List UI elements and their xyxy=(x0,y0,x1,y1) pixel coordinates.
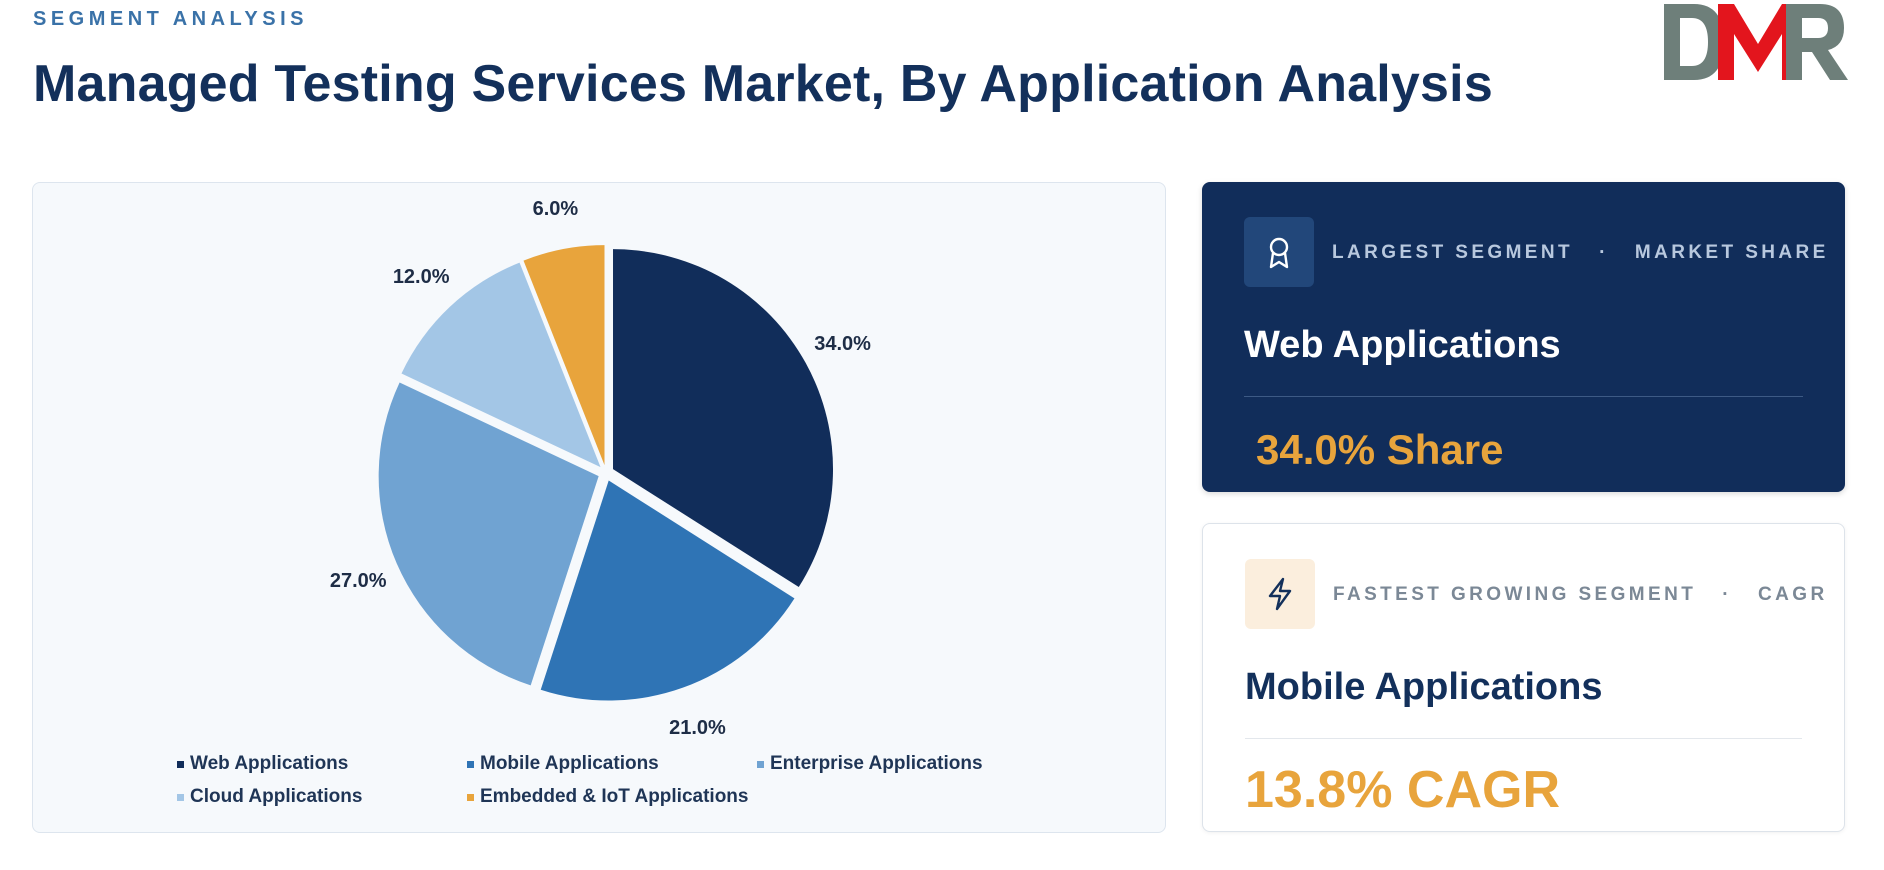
legend-item: Embedded & IoT Applications xyxy=(467,786,748,808)
pie-slice xyxy=(523,245,605,466)
pie-slice xyxy=(540,480,795,701)
pie-slice xyxy=(378,382,599,686)
divider xyxy=(1245,738,1802,739)
largest-segment-tag: LARGEST SEGMENT · MARKET SHARE xyxy=(1332,242,1829,263)
legend-item: Enterprise Applications xyxy=(757,753,983,775)
largest-segment-card: LARGEST SEGMENT · MARKET SHARE Web Appli… xyxy=(1202,182,1845,492)
award-ribbon-icon xyxy=(1244,217,1314,287)
legend-swatch xyxy=(467,793,474,801)
slice-label: 27.0% xyxy=(330,570,387,592)
largest-segment-name: Web Applications xyxy=(1244,324,1561,366)
dmr-logo xyxy=(1664,4,1848,80)
fastest-growing-name: Mobile Applications xyxy=(1245,666,1603,708)
legend-swatch xyxy=(467,760,474,768)
slice-label: 34.0% xyxy=(814,333,871,355)
slice-label: 6.0% xyxy=(533,198,579,220)
legend-label: Web Applications xyxy=(190,753,349,774)
section-eyebrow: SEGMENT ANALYSIS xyxy=(33,8,308,30)
legend-label: Cloud Applications xyxy=(190,786,363,807)
fastest-growing-card: FASTEST GROWING SEGMENT · CAGR Mobile Ap… xyxy=(1202,523,1845,832)
largest-segment-value: 34.0% Share xyxy=(1256,426,1504,473)
page-title: Managed Testing Services Market, By Appl… xyxy=(33,55,1493,113)
fastest-growing-value: 13.8% CAGR xyxy=(1245,761,1560,819)
legend-item: Mobile Applications xyxy=(467,753,659,775)
legend-label: Embedded & IoT Applications xyxy=(480,786,749,807)
pie-slice xyxy=(401,262,601,468)
chart-panel: 34.0% 21.0% 27.0% 12.0% 6.0% Web Application… xyxy=(32,182,1166,833)
legend-label: Mobile Applications xyxy=(480,753,659,774)
legend-swatch xyxy=(177,760,184,768)
pie-slice xyxy=(613,249,834,588)
divider xyxy=(1244,396,1803,397)
legend-swatch xyxy=(757,760,764,768)
legend-item: Web Applications xyxy=(177,753,348,775)
slice-label: 12.0% xyxy=(393,266,450,288)
legend-item: Cloud Applications xyxy=(177,786,362,808)
lightning-bolt-icon xyxy=(1245,559,1315,629)
slice-label: 21.0% xyxy=(669,717,726,739)
fastest-growing-tag: FASTEST GROWING SEGMENT · CAGR xyxy=(1333,584,1828,605)
pie-chart: 34.0% 21.0% 27.0% 12.0% 6.0% xyxy=(330,198,871,739)
legend-swatch xyxy=(177,793,184,801)
legend-label: Enterprise Applications xyxy=(770,753,983,774)
